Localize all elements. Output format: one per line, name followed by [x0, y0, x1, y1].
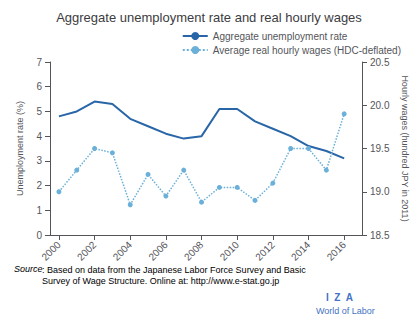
svg-text:6: 6 [36, 81, 42, 92]
svg-text:Source: Source [14, 264, 43, 274]
svg-text:Unemployment rate (%): Unemployment rate (%) [15, 101, 25, 196]
svg-text:2010: 2010 [218, 239, 242, 263]
svg-text:2006: 2006 [146, 239, 170, 263]
svg-text:20.5: 20.5 [370, 57, 390, 68]
svg-text:2: 2 [36, 180, 42, 191]
svg-text:4: 4 [36, 131, 42, 142]
svg-text:20.0: 20.0 [370, 100, 390, 111]
svg-text:2008: 2008 [182, 239, 206, 263]
svg-text:18.5: 18.5 [370, 230, 390, 241]
svg-text:2014: 2014 [289, 239, 313, 263]
svg-text:2002: 2002 [75, 239, 99, 263]
svg-text:3: 3 [36, 155, 42, 166]
svg-text:1: 1 [36, 205, 42, 216]
svg-text:7: 7 [36, 57, 42, 68]
svg-text:19.5: 19.5 [370, 143, 390, 154]
svg-text:Hourly wages (hundred JPY in 2: Hourly wages (hundred JPY in 2011) [400, 75, 410, 221]
svg-text:2016: 2016 [325, 239, 349, 263]
svg-text:Survey of Wage Structure. Onli: Survey of Wage Structure. Online at: htt… [42, 276, 279, 286]
svg-text:I Z A: I Z A [326, 292, 353, 303]
svg-text:: Based on data from the Japan: : Based on data from the Japanese Labor … [42, 265, 306, 275]
svg-text:5: 5 [36, 106, 42, 117]
svg-text:Aggregate unemployment rate an: Aggregate unemployment rate and real hou… [56, 10, 362, 25]
svg-text:2004: 2004 [111, 239, 135, 263]
svg-text:Average real hourly wages (HDC: Average real hourly wages (HDC-deflated) [213, 45, 401, 56]
svg-text:2012: 2012 [253, 239, 277, 263]
svg-text:2000: 2000 [39, 239, 63, 263]
svg-text:Aggregate unemployment rate: Aggregate unemployment rate [213, 31, 348, 42]
svg-text:19.0: 19.0 [370, 186, 390, 197]
svg-text:World of Labor: World of Labor [316, 306, 375, 316]
svg-text:0: 0 [36, 230, 42, 241]
